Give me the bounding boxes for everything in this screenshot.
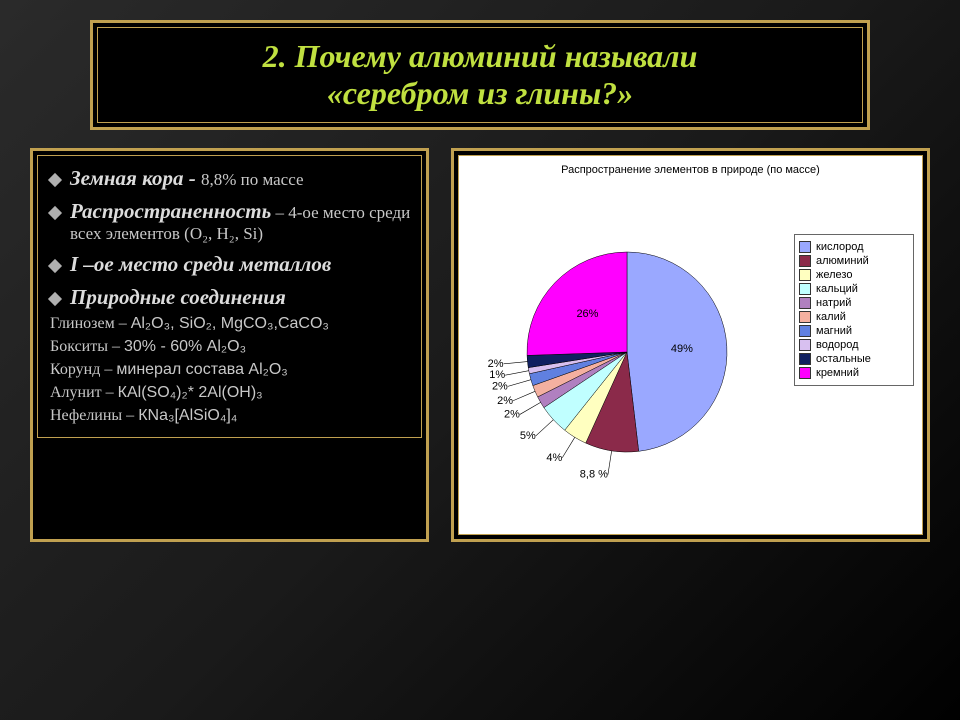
legend-label: кальций [816, 283, 858, 295]
legend-label: кремний [816, 367, 859, 379]
bullet-1-main: Земная кора [70, 166, 183, 190]
legend-swatch [799, 339, 811, 351]
compound-1b: Al₂O₃, SiO₂, MgCO₃,CaCO₃ [131, 315, 329, 332]
bullet-2-text: Распространенность – 4-ое место среди вс… [70, 199, 413, 244]
pie-label-магний: 2% [492, 380, 508, 392]
compound-5a: Нефелины – [50, 407, 138, 424]
bullet-4-main: Природные соединения [70, 285, 286, 310]
legend-row-магний: магний [799, 325, 909, 337]
bullet-2-main: Распространенность [70, 199, 271, 223]
chart-legend: кислород алюминий железо кальций натрий калий… [794, 234, 914, 386]
legend-row-кислород: кислород [799, 241, 909, 253]
title-line-2: «серебром из глины?» [114, 75, 846, 112]
bullet-2-sep: – [271, 203, 288, 222]
bullet-2: Распространенность – 4-ое место среди вс… [48, 199, 413, 244]
legend-label: кислород [816, 241, 864, 253]
pie-slice-кремний [527, 252, 627, 355]
legend-row-калий: калий [799, 311, 909, 323]
pie-leader [505, 370, 529, 374]
pie-leader [520, 402, 541, 414]
pie-label-железо: 4% [546, 451, 562, 463]
compound-2: Бокситы – 30% - 60% Al₂O₃ [50, 337, 413, 357]
pie-label-кислород: 49% [671, 342, 693, 354]
pie-label-калий: 2% [497, 394, 513, 406]
pie-area: 49%8,8 %4%5%2%2%2%1%2%26% [477, 202, 757, 482]
pie-leader [562, 437, 575, 457]
legend-swatch [799, 255, 811, 267]
diamond-icon [48, 173, 62, 187]
chart-title: Распространение элементов в природе (по … [459, 164, 922, 176]
legend-swatch [799, 353, 811, 365]
legend-swatch [799, 269, 811, 281]
pie-label-натрий: 2% [504, 408, 520, 420]
bullet-3: I –ое место среди металлов [48, 252, 413, 277]
bullet-1-text: Земная кора - 8,8% по массе [70, 166, 304, 191]
legend-row-кремний: кремний [799, 367, 909, 379]
legend-swatch [799, 325, 811, 337]
bullet-1-sep: - [183, 166, 201, 190]
legend-swatch [799, 241, 811, 253]
compound-5: Нефелины – КNa₃[AlSiO₄]₄ [50, 406, 413, 426]
bullet-3-main: I –ое место среди металлов [70, 252, 331, 277]
pie-label-остальные: 2% [488, 357, 504, 369]
compound-2b: 30% - 60% Al₂O₃ [124, 338, 246, 355]
left-panel: Земная кора - 8,8% по массе Распростране… [30, 148, 429, 542]
legend-swatch [799, 367, 811, 379]
legend-row-остальные: остальные [799, 353, 909, 365]
bullet-4: Природные соединения [48, 285, 413, 310]
legend-row-натрий: натрий [799, 297, 909, 309]
legend-swatch [799, 297, 811, 309]
chart-inner: Распространение элементов в природе (по … [458, 155, 923, 535]
legend-row-алюминий: алюминий [799, 255, 909, 267]
chart-panel: Распространение элементов в природе (по … [451, 148, 930, 542]
compound-1a: Глинозем – [50, 315, 131, 332]
compound-3a: Корунд – [50, 361, 116, 378]
compound-1: Глинозем – Al₂O₃, SiO₂, MgCO₃,CaCO₃ [50, 314, 413, 334]
compound-4: Алунит – КAl(SO₄)₂* 2Al(OH)₃ [50, 383, 413, 403]
legend-label: железо [816, 269, 852, 281]
bullet-1: Земная кора - 8,8% по массе [48, 166, 413, 191]
title-frame: 2. Почему алюминий называли «серебром из… [90, 20, 870, 130]
legend-label: алюминий [816, 255, 869, 267]
diamond-icon [48, 206, 62, 220]
compound-5b: КNa₃[AlSiO₄]₄ [138, 407, 237, 424]
legend-label: натрий [816, 297, 851, 309]
legend-label: магний [816, 325, 852, 337]
pie-label-кальций: 5% [520, 430, 536, 442]
legend-row-железо: железо [799, 269, 909, 281]
left-inner: Земная кора - 8,8% по массе Распростране… [37, 155, 422, 438]
pie-leader [536, 419, 554, 435]
content-row: Земная кора - 8,8% по массе Распростране… [0, 148, 960, 542]
compound-4b: КAl(SO₄)₂* 2Al(OH)₃ [118, 384, 263, 401]
legend-row-водород: водород [799, 339, 909, 351]
pie-leader [513, 391, 535, 400]
compound-3: Корунд – минерал состава Al₂O₃ [50, 360, 413, 380]
legend-swatch [799, 311, 811, 323]
legend-row-кальций: кальций [799, 283, 909, 295]
compound-3b: минерал состава Al₂O₃ [116, 361, 287, 378]
diamond-icon [48, 292, 62, 306]
diamond-icon [48, 259, 62, 273]
pie-label-кремний: 26% [576, 307, 598, 319]
compound-2a: Бокситы – [50, 338, 124, 355]
bullet-1-sub: 8,8% по массе [201, 170, 304, 189]
pie-leader [504, 361, 528, 363]
title-line-1: 2. Почему алюминий называли [114, 38, 846, 75]
legend-swatch [799, 283, 811, 295]
legend-label: калий [816, 311, 846, 323]
pie-label-алюминий: 8,8 % [580, 468, 608, 480]
title-inner: 2. Почему алюминий называли «серебром из… [97, 27, 863, 123]
pie-leader [608, 450, 612, 474]
legend-label: остальные [816, 353, 871, 365]
pie-leader [508, 379, 531, 386]
compound-4a: Алунит – [50, 384, 118, 401]
legend-label: водород [816, 339, 859, 351]
pie-label-водород: 1% [489, 369, 505, 381]
pie-chart: 49%8,8 %4%5%2%2%2%1%2%26% [477, 202, 757, 482]
